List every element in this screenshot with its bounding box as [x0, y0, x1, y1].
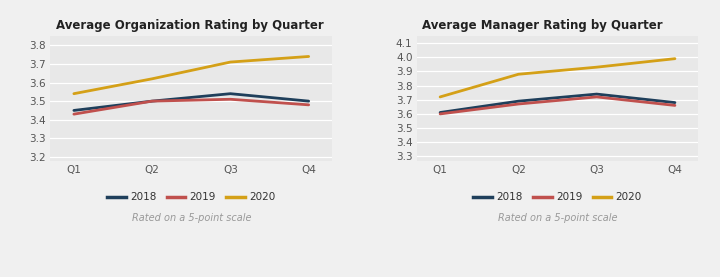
2018	[670, 101, 679, 104]
2018	[305, 99, 313, 103]
2018	[593, 93, 601, 96]
Line: 2020: 2020	[74, 57, 309, 94]
Legend: 2018, 2019, 2020: 2018, 2019, 2020	[103, 188, 280, 207]
2020	[70, 92, 78, 95]
2018	[436, 111, 444, 114]
2020	[148, 77, 156, 80]
2018	[70, 109, 78, 112]
2019	[305, 103, 313, 107]
Legend: 2018, 2019, 2020: 2018, 2019, 2020	[469, 188, 646, 207]
2019	[514, 102, 523, 106]
Line: 2018: 2018	[440, 94, 675, 112]
Line: 2020: 2020	[440, 59, 675, 97]
2019	[148, 99, 156, 103]
2019	[593, 95, 601, 99]
2020	[436, 95, 444, 99]
Text: Average Organization Rating by Quarter: Average Organization Rating by Quarter	[56, 19, 324, 32]
2018	[226, 92, 235, 95]
2020	[514, 73, 523, 76]
Text: Rated on a 5-point scale: Rated on a 5-point scale	[132, 213, 251, 223]
2018	[148, 99, 156, 103]
2020	[593, 66, 601, 69]
Line: 2019: 2019	[74, 99, 309, 114]
Text: Average Manager Rating by Quarter: Average Manager Rating by Quarter	[423, 19, 663, 32]
2020	[305, 55, 313, 58]
2019	[670, 104, 679, 107]
2020	[670, 57, 679, 60]
Text: Rated on a 5-point scale: Rated on a 5-point scale	[498, 213, 617, 223]
2019	[436, 112, 444, 116]
2019	[70, 112, 78, 116]
Line: 2018: 2018	[74, 94, 309, 111]
Line: 2019: 2019	[440, 97, 675, 114]
2019	[226, 98, 235, 101]
2020	[226, 60, 235, 64]
2018	[514, 99, 523, 103]
